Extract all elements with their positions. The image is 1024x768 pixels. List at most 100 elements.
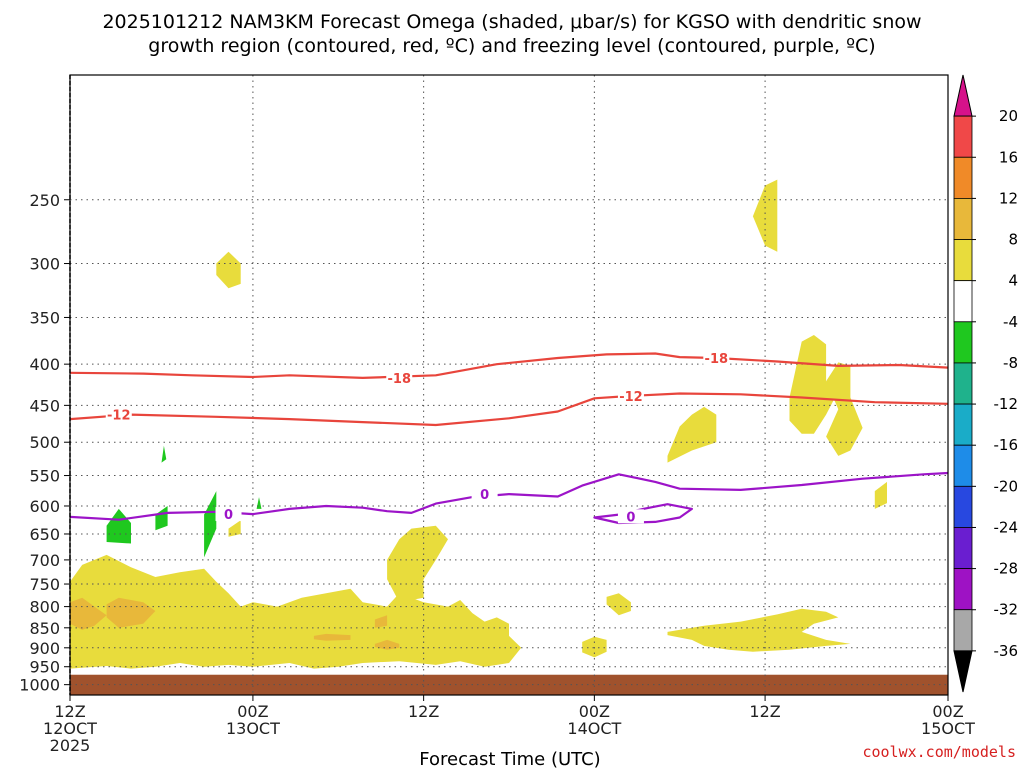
x-tick-label-72-2: 15OCT [921, 719, 975, 738]
omega-region-4 [606, 593, 631, 616]
colorbar-bottom-arrow [953, 650, 973, 693]
colorbar-box-5 [953, 280, 973, 323]
y-tick-label-350: 350 [29, 308, 60, 327]
x-tick-label-0-3: 2025 [50, 736, 91, 755]
chart-title-line2: growth region (contoured, red, ºC) and f… [148, 35, 875, 57]
contour-line-1 [70, 392, 948, 427]
y-tick-label-300: 300 [29, 255, 60, 274]
y-tick-label-700: 700 [29, 551, 60, 570]
colorbar-label-13: -36 [994, 642, 1019, 660]
y-tick-label-650: 650 [29, 525, 60, 544]
colorbar-box-11 [953, 527, 973, 570]
x-tick-label-0-2: 12OCT [43, 719, 97, 738]
colorbar-box-3 [953, 197, 973, 240]
credit-text: coolwx.com/models [862, 743, 1016, 761]
colorbar-label-5: -4 [1003, 313, 1018, 331]
y-tick-label-850: 850 [29, 619, 60, 638]
x-tick-label-43-2: 14OCT [567, 719, 621, 738]
colorbar-label-3: 8 [1008, 231, 1018, 249]
contour-label-0-0: -18 [388, 372, 412, 387]
y-tick-label-600: 600 [29, 497, 60, 516]
y-tick-label-950: 950 [29, 658, 60, 677]
y-tick-label-450: 450 [29, 396, 60, 415]
y-tick-label-550: 550 [29, 467, 60, 486]
y-tick-label-1000: 1000 [19, 676, 60, 695]
x-tick-label-29-1: 12Z [408, 702, 439, 721]
colorbar-label-7: -12 [994, 395, 1019, 413]
contour-label-bg-0-0 [386, 370, 413, 385]
y-tick-label-900: 900 [29, 639, 60, 658]
colorbar-label-0: 20 [999, 107, 1018, 125]
omega-region-21 [256, 497, 262, 509]
colorbar: 20 16 12 8 4 -4 -8 -12 -16 -20 -24 -28 -32 -36 [953, 74, 1019, 693]
contour-label-bg-1-0 [105, 407, 132, 422]
omega-region-14 [313, 633, 351, 641]
x-tick-label-43-1: 00Z [579, 702, 610, 721]
omega-region-5 [216, 251, 241, 289]
colorbar-box-6 [953, 321, 973, 364]
contour-label-0-1: -18 [705, 352, 729, 367]
colorbar-label-8: -16 [994, 436, 1019, 454]
omega-region-8 [826, 362, 863, 456]
colorbar-box-8 [953, 403, 973, 446]
omega-region-7 [789, 335, 839, 434]
omega-region-20 [161, 445, 167, 463]
colorbar-box-12 [953, 568, 973, 611]
y-tick-label-400: 400 [29, 355, 60, 374]
x-tick-label-15-2: 13OCT [226, 719, 280, 738]
y-tick-label-250: 250 [29, 191, 60, 210]
omega-region-16 [374, 615, 388, 628]
contour-label-bg-1-1 [617, 388, 644, 403]
contour-label-1-1: -12 [619, 390, 643, 405]
x-tick-label-15-1: 00Z [237, 702, 268, 721]
x-tick-label-72-1: 00Z [932, 702, 963, 721]
colorbar-top-arrow [953, 74, 973, 117]
x-tick-label-0-1: 12Z [54, 702, 85, 721]
omega-region-10 [874, 481, 887, 509]
y-tick-label-800: 800 [29, 598, 60, 617]
colorbar-box-13 [953, 609, 973, 652]
colorbar-label-10: -24 [994, 518, 1019, 536]
contour-label-bg-2-0 [215, 507, 242, 522]
contour-label-2-0: 0 [224, 508, 233, 523]
omega-region-6 [752, 179, 778, 252]
omega-region-18 [155, 506, 168, 531]
colorbar-box-4 [953, 239, 973, 282]
colorbar-label-9: -20 [994, 477, 1019, 495]
omega-region-1 [387, 525, 448, 603]
colorbar-box-9 [953, 444, 973, 487]
omega-region-11 [228, 520, 241, 537]
contour-label-bg-0-1 [703, 350, 730, 365]
contour-label-bg-2-1 [471, 487, 498, 502]
colorbar-label-11: -28 [994, 560, 1019, 578]
colorbar-box-10 [953, 485, 973, 528]
colorbar-box-2 [953, 156, 973, 199]
chart-title-line1: 2025101212 NAM3KM Forecast Omega (shaded… [102, 11, 921, 33]
y-tick-label-500: 500 [29, 433, 60, 452]
colorbar-label-4: 4 [1008, 272, 1018, 290]
contour-label-2-1: 0 [480, 488, 489, 503]
colorbar-box-7 [953, 362, 973, 405]
contour-label-1-0: -12 [107, 409, 131, 424]
omega-region-13 [106, 597, 156, 628]
omega-region-2 [667, 608, 851, 652]
plot-area: -18 -18 -12 -12 0 0 0 [69, 74, 949, 696]
x-tick-label-57-1: 12Z [749, 702, 780, 721]
contour-label-bg-3-0 [617, 509, 644, 524]
contour-line-0 [70, 352, 948, 379]
y-axis: 2503003504004505005506006507007508008509… [19, 191, 70, 695]
omega-region-12 [70, 597, 107, 630]
ground-layer [70, 674, 948, 695]
colorbar-label-1: 16 [999, 148, 1018, 166]
colorbar-box-1 [953, 115, 973, 158]
colorbar-label-12: -32 [994, 601, 1019, 619]
omega-region-0 [70, 554, 522, 669]
y-tick-label-750: 750 [29, 575, 60, 594]
omega-region-19 [204, 491, 217, 558]
contour-line-2 [70, 471, 948, 521]
x-axis-label: Forecast Time (UTC) [419, 749, 600, 768]
colorbar-label-2: 12 [999, 189, 1018, 207]
colorbar-label-6: -8 [1003, 354, 1018, 372]
